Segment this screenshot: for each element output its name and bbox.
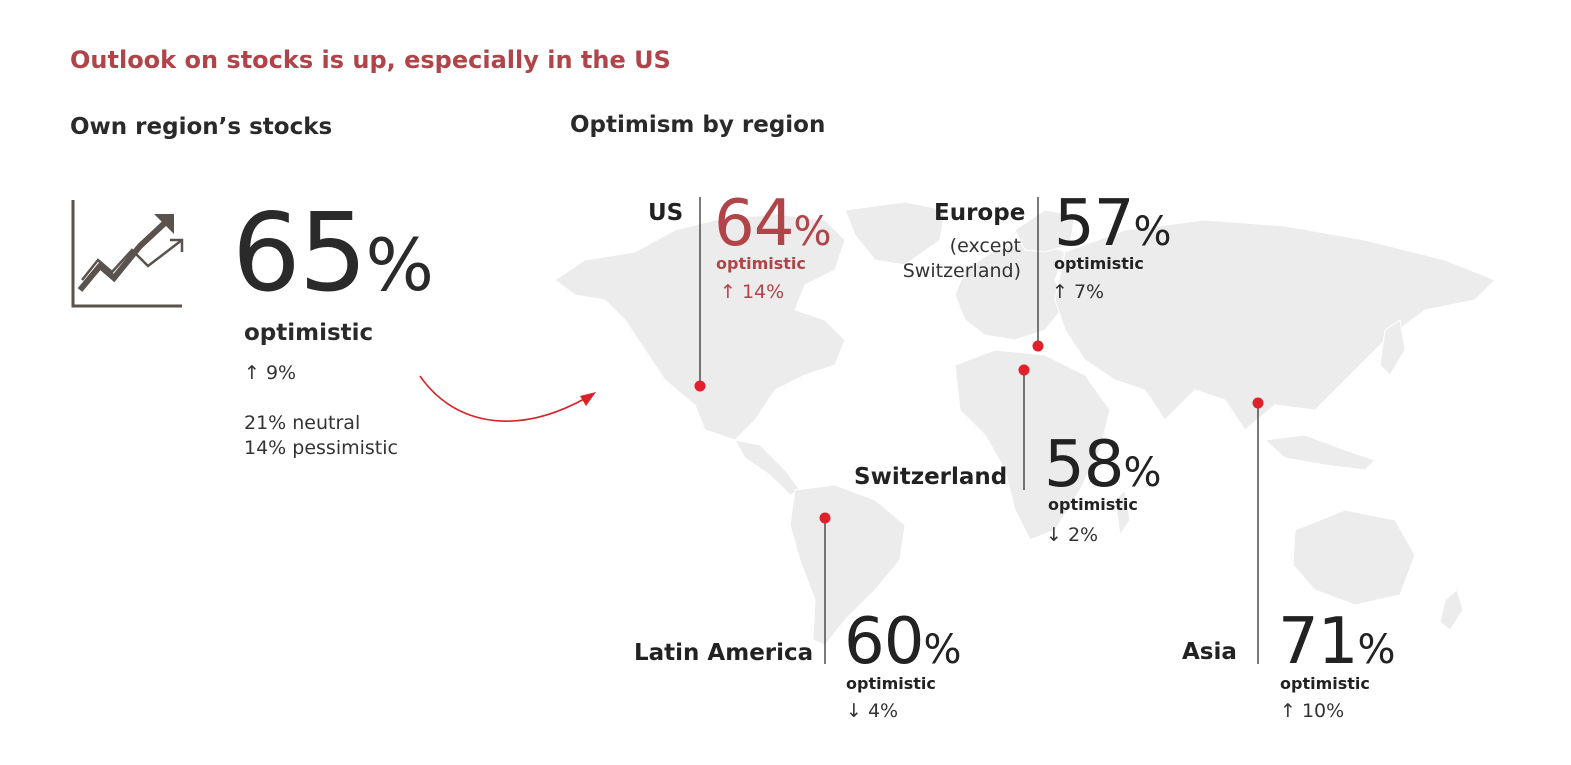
- latin-america-change: ↓ 4%: [846, 700, 899, 722]
- europe-value-number: 57: [1054, 187, 1134, 261]
- own-region-value-number: 65: [232, 191, 367, 316]
- own-region-neutral: 21% neutral: [244, 412, 361, 434]
- us-name: US: [648, 200, 684, 226]
- us-change: ↑ 14%: [720, 281, 785, 303]
- switzerland-name: Switzerland: [854, 464, 1008, 490]
- switzerland-marker: [1018, 364, 1030, 376]
- asia-change: ↑ 10%: [1280, 700, 1345, 722]
- asia-optimistic-label: optimistic: [1280, 674, 1370, 693]
- own-region-percent-symbol: %: [365, 223, 434, 307]
- own-region-heading: Own region’s stocks: [70, 114, 333, 140]
- switzerland-percent-symbol: %: [1123, 450, 1162, 496]
- page-title: Outlook on stocks is up, especially in t…: [70, 46, 671, 74]
- switzerland-value: 58%: [1044, 433, 1161, 497]
- europe-sub-1: (except: [949, 235, 1021, 257]
- asia-percent-symbol: %: [1357, 627, 1396, 673]
- us-value: 64%: [714, 192, 831, 256]
- asia-value: 71%: [1278, 610, 1395, 674]
- latin-america-name: Latin America: [634, 640, 814, 666]
- europe-name: Europe: [934, 200, 1026, 226]
- by-region-heading: Optimism by region: [570, 112, 826, 138]
- asia-marker: [1252, 397, 1264, 409]
- asia-value-number: 71: [1278, 605, 1358, 679]
- switzerland-optimistic-label: optimistic: [1048, 495, 1138, 514]
- europe-percent-symbol: %: [1133, 209, 1172, 255]
- europe-change: ↑ 7%: [1052, 281, 1105, 303]
- curved-arrow-icon: [419, 375, 596, 422]
- us-percent-symbol: %: [793, 209, 832, 255]
- own-region-optimistic-value: 65%: [232, 200, 434, 308]
- us-optimistic-label: optimistic: [716, 254, 806, 273]
- europe-value: 57%: [1054, 192, 1171, 256]
- latin-america-percent-symbol: %: [923, 627, 962, 673]
- europe-optimistic-label: optimistic: [1054, 254, 1144, 273]
- europe-marker: [1032, 340, 1044, 352]
- own-region-optimistic-label: optimistic: [244, 320, 374, 346]
- latin-america-optimistic-label: optimistic: [846, 674, 936, 693]
- rising-trend-chart-icon: [71, 200, 184, 308]
- latin-america-value: 60%: [844, 610, 961, 674]
- europe-sub-2: Switzerland): [902, 260, 1021, 282]
- latin-america-marker: [819, 512, 831, 524]
- latin-america-value-number: 60: [844, 605, 924, 679]
- us-value-number: 64: [714, 187, 794, 261]
- us-marker: [694, 380, 706, 392]
- asia-name: Asia: [1182, 639, 1237, 665]
- switzerland-value-number: 58: [1044, 428, 1124, 502]
- switzerland-change: ↓ 2%: [1046, 524, 1099, 546]
- own-region-pessimistic: 14% pessimistic: [244, 437, 398, 459]
- own-region-change: ↑ 9%: [244, 362, 297, 384]
